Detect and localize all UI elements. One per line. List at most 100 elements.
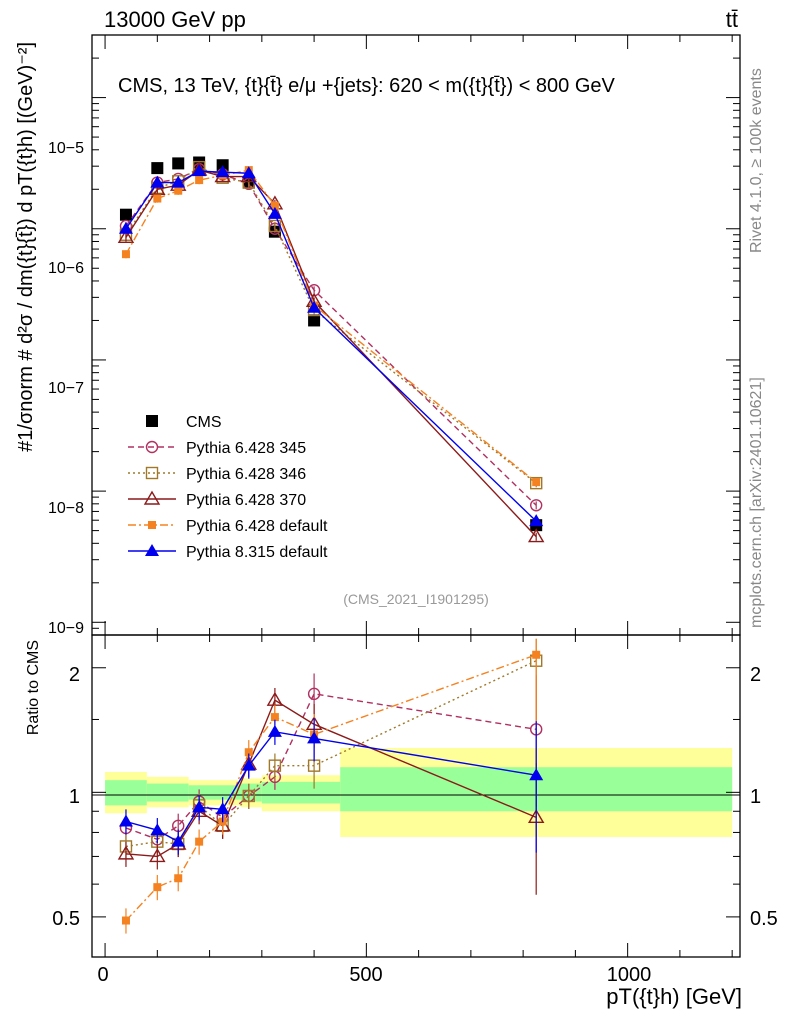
series-5 bbox=[118, 164, 544, 527]
band-green-1 bbox=[146, 783, 189, 802]
ratio-point bbox=[307, 687, 321, 701]
ratio-series-4 bbox=[118, 718, 544, 855]
data-point bbox=[527, 528, 545, 543]
ratio-point bbox=[118, 814, 133, 827]
data-point bbox=[174, 186, 183, 195]
series-line-2 bbox=[125, 166, 537, 484]
series-line-4 bbox=[125, 169, 537, 483]
series-3 bbox=[117, 161, 545, 543]
ratio-point bbox=[529, 768, 544, 781]
ratio-point bbox=[150, 823, 165, 836]
data-point bbox=[151, 162, 164, 175]
data-point bbox=[532, 478, 541, 487]
legend-label-cms: CMS bbox=[186, 414, 222, 431]
ratio-point bbox=[307, 731, 322, 744]
ratio-point bbox=[267, 724, 282, 737]
chart-title: CMS, 13 TeV, {t}{t̄} e/μ +{jets}: 620 < … bbox=[118, 75, 616, 97]
ratio-axis-ticks bbox=[92, 635, 740, 957]
ratio-point bbox=[242, 789, 255, 803]
main-series-group bbox=[117, 156, 545, 543]
legend-marker-0 bbox=[146, 415, 158, 427]
ratio-ytick-label-2-right: 2 bbox=[750, 664, 761, 686]
data-point bbox=[241, 166, 256, 179]
ratio-ytick-label-2-left: 2 bbox=[69, 664, 80, 686]
analysis-annotation: (CMS_2021_I1901295) bbox=[343, 591, 489, 607]
data-point bbox=[117, 228, 135, 244]
y-axis-label: #1/σnorm # d²σ / dm({t}{t̄}) d pT({t}h) … bbox=[15, 42, 37, 452]
data-point bbox=[270, 201, 279, 210]
ratio-series-group bbox=[117, 638, 545, 934]
x-axis-label: pT({t}h) [GeV] bbox=[606, 984, 742, 1009]
data-point bbox=[529, 499, 543, 512]
legend-marker-1 bbox=[145, 440, 159, 454]
ytick-label-1e-7: 10−7 bbox=[48, 380, 84, 397]
data-point bbox=[308, 314, 321, 327]
data-point bbox=[171, 175, 186, 188]
legend-label-p6default: Pythia 6.428 default bbox=[186, 518, 328, 535]
ratio-point bbox=[171, 834, 186, 847]
data-point bbox=[195, 176, 204, 185]
ratio-point bbox=[215, 802, 230, 815]
ratio-line-3 bbox=[125, 654, 537, 922]
ratio-frame bbox=[91, 634, 741, 958]
data-point bbox=[192, 164, 207, 177]
ratio-point bbox=[149, 848, 166, 863]
band-green-0 bbox=[105, 780, 147, 806]
legend: CMS Pythia 6.428 345 Pythia 6.428 346 Py… bbox=[128, 414, 328, 561]
ratio-ytick-label-0.5-left: 0.5 bbox=[52, 908, 80, 930]
ytick-label-1e-9: 10−9 bbox=[48, 620, 84, 637]
data-point bbox=[121, 250, 130, 259]
xtick-label-500: 500 bbox=[349, 964, 382, 986]
data-point bbox=[215, 165, 230, 178]
mcplots-label: mcplots.cern.ch [arXiv:2401.10621] bbox=[748, 377, 765, 628]
legend-marker-4 bbox=[148, 521, 156, 529]
legend-label-p8default: Pythia 8.315 default bbox=[186, 544, 328, 561]
data-point bbox=[529, 514, 544, 527]
ratio-point bbox=[268, 759, 282, 772]
ratio-point bbox=[153, 883, 162, 892]
legend-marker-2 bbox=[145, 466, 159, 480]
ytick-label-1e-8: 10−8 bbox=[48, 500, 84, 517]
ratio-ytick-label-1-left: 1 bbox=[69, 786, 80, 808]
ratio-point bbox=[241, 758, 256, 771]
data-point bbox=[172, 157, 185, 170]
xtick-label-1000: 1000 bbox=[607, 964, 652, 986]
series-4 bbox=[121, 166, 541, 487]
data-point bbox=[267, 206, 282, 219]
ratio-y-axis-label: Ratio to CMS bbox=[25, 640, 42, 735]
main-axis-ticks bbox=[92, 35, 740, 635]
ratio-point bbox=[195, 837, 204, 846]
ratio-point bbox=[270, 713, 279, 722]
ratio-ytick-label-0.5-right: 0.5 bbox=[750, 908, 778, 930]
series-1 bbox=[119, 162, 543, 512]
legend-label-p346: Pythia 6.428 346 bbox=[186, 466, 306, 483]
ratio-point bbox=[192, 800, 207, 813]
data-point bbox=[119, 208, 132, 221]
data-point bbox=[150, 175, 165, 188]
ytick-label-1e-6: 10−6 bbox=[48, 260, 84, 277]
legend-label-p345: Pythia 6.428 345 bbox=[186, 440, 306, 457]
data-point bbox=[529, 476, 543, 490]
xtick-label-0: 0 bbox=[97, 964, 108, 986]
ratio-point bbox=[244, 748, 253, 757]
data-point bbox=[153, 194, 162, 203]
data-point bbox=[118, 221, 133, 234]
band-green-4 bbox=[261, 781, 341, 804]
ratio-ytick-label-1-right: 1 bbox=[750, 786, 761, 808]
series-2 bbox=[119, 160, 543, 490]
legend-label-p370: Pythia 6.428 370 bbox=[186, 492, 306, 509]
rivet-label: Rivet 4.1.0, ≥ 100k events bbox=[748, 68, 765, 253]
ratio-point bbox=[121, 916, 130, 925]
data-point bbox=[307, 300, 322, 313]
legend-marker-5 bbox=[145, 544, 159, 556]
header-right: tt̄ bbox=[726, 7, 738, 32]
ratio-point bbox=[174, 874, 183, 883]
ratio-point bbox=[117, 845, 135, 860]
ytick-label-1e-5: 10−5 bbox=[48, 140, 84, 157]
legend-marker-3 bbox=[143, 490, 161, 505]
legend-markers bbox=[128, 415, 176, 556]
header-left: 13000 GeV pp bbox=[104, 7, 246, 32]
ratio-point bbox=[532, 650, 541, 659]
